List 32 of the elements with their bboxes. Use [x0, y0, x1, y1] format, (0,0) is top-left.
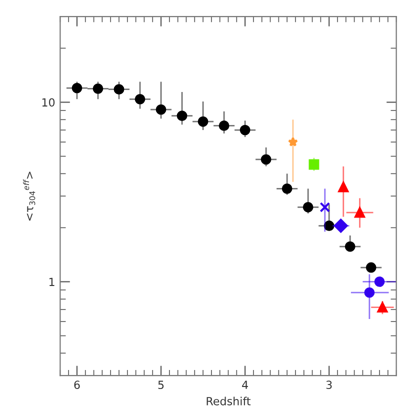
point — [288, 136, 298, 146]
point — [338, 182, 349, 192]
point — [366, 262, 376, 273]
point — [92, 83, 104, 94]
point — [374, 276, 385, 287]
point — [302, 202, 314, 212]
x-tick-label: 3 — [326, 380, 332, 390]
point — [344, 241, 356, 252]
point — [218, 120, 230, 131]
point — [134, 94, 146, 104]
point — [354, 207, 365, 218]
point — [377, 302, 388, 313]
y-axis-title: <τ$_{304}$$^{eff}$> — [23, 172, 36, 221]
point — [72, 82, 82, 94]
x-tick-label: 4 — [242, 380, 248, 389]
point — [320, 202, 330, 212]
point — [334, 218, 348, 233]
point — [240, 124, 250, 136]
x-axis-title: Redshift — [206, 396, 251, 406]
point — [308, 159, 320, 170]
point — [260, 154, 272, 165]
y-tick-label: 1 — [49, 278, 54, 286]
y-tick-label: 10 — [42, 98, 55, 107]
x-tick-label: 5 — [158, 380, 164, 390]
point — [198, 116, 208, 127]
point — [282, 183, 292, 194]
point — [114, 84, 124, 95]
point — [364, 287, 375, 298]
point — [324, 220, 334, 231]
x-tick-label: 6 — [74, 380, 80, 390]
point — [176, 110, 188, 122]
point — [156, 104, 166, 115]
